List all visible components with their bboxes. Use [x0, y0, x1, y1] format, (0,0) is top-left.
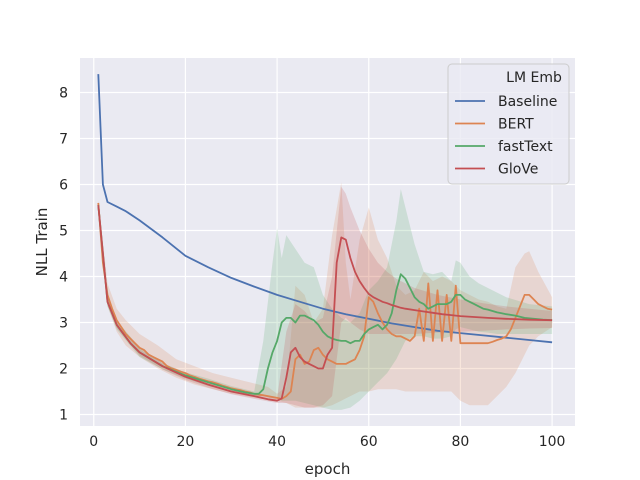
- legend-title: LM Emb: [506, 70, 562, 86]
- y-tick-label: 2: [59, 362, 68, 378]
- band-fasttext: [98, 189, 553, 410]
- legend: LM Emb Baseline BERT fastText GloVe: [447, 63, 570, 185]
- y-tick-label: 5: [59, 224, 68, 240]
- legend-item-baseline: Baseline: [455, 94, 557, 110]
- legend-label-bert: BERT: [498, 117, 534, 133]
- legend-label-glove: GloVe: [498, 162, 538, 178]
- x-axis-ticks: 0 20 40 60 80 100: [89, 434, 565, 450]
- line-glove: [97, 205, 553, 402]
- y-tick-label: 7: [59, 132, 68, 148]
- x-tick-label: 80: [452, 434, 470, 450]
- y-tick-label: 8: [59, 86, 68, 102]
- x-tick-label: 0: [89, 434, 98, 450]
- line-fasttext: [97, 205, 553, 395]
- x-axis-label: epoch: [305, 460, 351, 478]
- line-baseline: [97, 74, 553, 344]
- legend-box: [447, 63, 570, 185]
- grid: [80, 58, 575, 426]
- legend-item-fasttext: fastText: [455, 139, 553, 155]
- legend-label-fasttext: fastText: [498, 139, 553, 155]
- band-bert: [98, 182, 553, 408]
- x-tick-label: 40: [268, 434, 286, 450]
- y-axis-ticks: 1 2 3 4 5 6 7 8: [59, 86, 68, 424]
- x-tick-label: 20: [177, 434, 195, 450]
- y-tick-label: 4: [59, 270, 68, 286]
- y-tick-label: 1: [59, 408, 68, 424]
- y-tick-label: 6: [59, 178, 68, 194]
- line-bert: [97, 202, 553, 400]
- legend-label-baseline: Baseline: [498, 94, 557, 110]
- legend-item-glove: GloVe: [455, 162, 538, 178]
- series-lines: [97, 74, 553, 402]
- y-tick-label: 3: [59, 316, 68, 332]
- y-axis-label: NLL Train: [33, 208, 51, 277]
- x-tick-label: 100: [539, 434, 566, 450]
- legend-item-bert: BERT: [455, 117, 534, 133]
- x-tick-label: 60: [360, 434, 378, 450]
